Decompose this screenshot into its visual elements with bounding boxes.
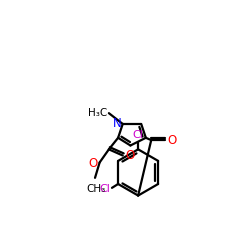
Text: O: O <box>168 134 177 146</box>
Text: O: O <box>89 157 98 170</box>
Text: Cl: Cl <box>133 130 143 140</box>
Text: H₃C: H₃C <box>88 108 107 118</box>
Text: O: O <box>125 149 134 162</box>
Text: CH₃: CH₃ <box>86 184 106 194</box>
Text: N: N <box>112 118 121 130</box>
Text: Cl: Cl <box>100 184 110 194</box>
